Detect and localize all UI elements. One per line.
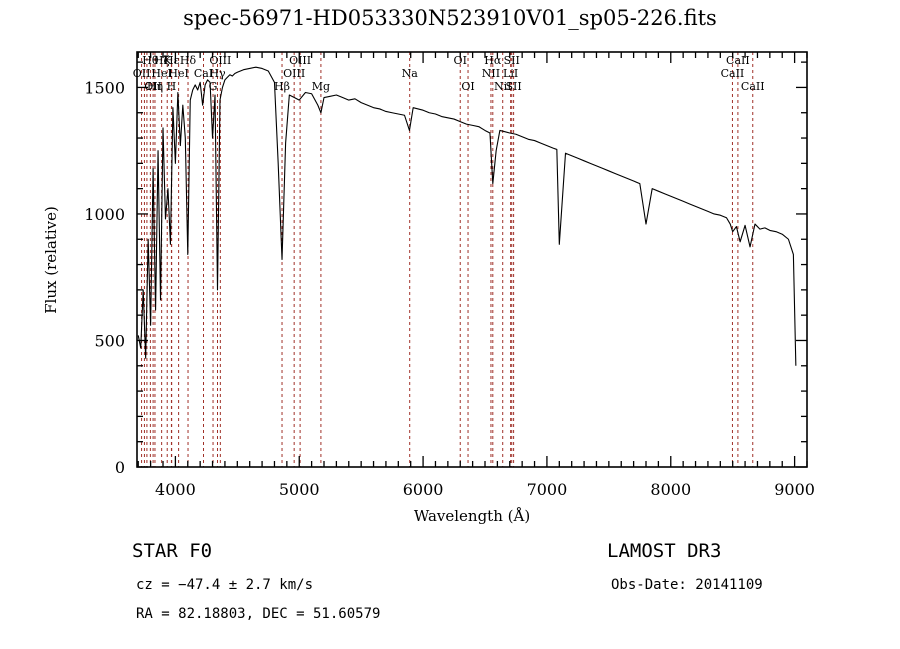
- spectral-line-label: LiI: [503, 67, 518, 80]
- x-tick-label: 9000: [774, 480, 815, 499]
- spectral-line-label: Hη: [147, 80, 163, 93]
- redshift-velocity-text: cz = −47.4 ± 2.7 km/s: [136, 577, 313, 593]
- spectral-line-label: Hθ: [142, 54, 159, 67]
- spectral-line-label: Hγ: [209, 67, 226, 80]
- spectral-line-label: CaII: [721, 67, 745, 80]
- y-tick-label: 1500: [84, 78, 125, 97]
- x-tick-label: 8000: [650, 480, 691, 499]
- axis-frame-group: [136, 51, 808, 468]
- spectral-line-label: OIII: [209, 54, 231, 67]
- spectrum-curve-group: [137, 66, 797, 366]
- line-marker-group: [141, 52, 754, 467]
- spectral-line-label: HeI: [168, 67, 188, 80]
- spectral-line-label: CaI: [194, 67, 213, 80]
- spectral-line-label: G: [209, 80, 218, 93]
- x-axis-label: Wavelength (Å): [414, 507, 530, 525]
- spectral-line-label: CaII: [726, 54, 750, 67]
- spectral-line-label: Na: [402, 67, 419, 80]
- spectral-line-label: OI: [461, 80, 474, 93]
- spectral-line-label: Mg: [312, 80, 330, 93]
- x-tick-label: 6000: [403, 480, 444, 499]
- x-tick-label: 4000: [155, 480, 196, 499]
- object-class-text: STAR F0: [132, 540, 212, 562]
- spectral-line-label: OIII: [283, 67, 305, 80]
- x-tick-label: 5000: [279, 480, 320, 499]
- plot-frame: [136, 51, 808, 468]
- spectral-line-label: CaII: [741, 80, 765, 93]
- spectral-line-label: OIII: [289, 54, 311, 67]
- spectral-line-label: Hα: [484, 54, 502, 67]
- spectral-line-label: OII: [144, 80, 162, 93]
- y-axis-label: Flux (relative): [42, 206, 60, 314]
- survey-text: LAMOST DR3: [607, 540, 721, 562]
- spectral-line-label: Hδ: [180, 54, 197, 67]
- spectrum-curve: [137, 66, 797, 366]
- spectral-line-label: NII: [482, 67, 500, 80]
- y-tick-label: 0: [115, 458, 125, 477]
- spectral-line-label: H: [167, 80, 177, 93]
- y-tick-label: 500: [94, 331, 125, 350]
- page-title: spec-56971-HD053330N523910V01_sp05-226.f…: [183, 6, 717, 30]
- x-tick-label: 7000: [527, 480, 568, 499]
- spectral-line-label: NiI: [494, 80, 512, 93]
- y-tick-label: 1000: [84, 205, 125, 224]
- spectral-line-label: OI: [454, 54, 467, 67]
- axis-tick-group: 4000 5000 6000 7000 8000 9000 0 500 1000 1500: [84, 52, 815, 499]
- spectral-line-label: Hζ: [154, 54, 170, 67]
- spectral-line-label: K: [163, 54, 172, 67]
- line-label-group: OIIHθOIIKHηHeIHHζHεHeIHδCaIOIIIGHγHβOIII…: [133, 54, 765, 93]
- coordinates-text: RA = 82.18803, DEC = 51.60579: [136, 606, 380, 622]
- obs-date-text: Obs-Date: 20141109: [611, 577, 763, 593]
- spectral-line-label: Hβ: [274, 80, 290, 93]
- spectral-line-label: Hε: [164, 54, 180, 67]
- spectral-line-label: OII: [133, 67, 151, 80]
- spectral-line-label: HeI: [151, 67, 171, 80]
- spectral-line-label: SII: [505, 80, 521, 93]
- spectral-line-label: SII: [504, 54, 520, 67]
